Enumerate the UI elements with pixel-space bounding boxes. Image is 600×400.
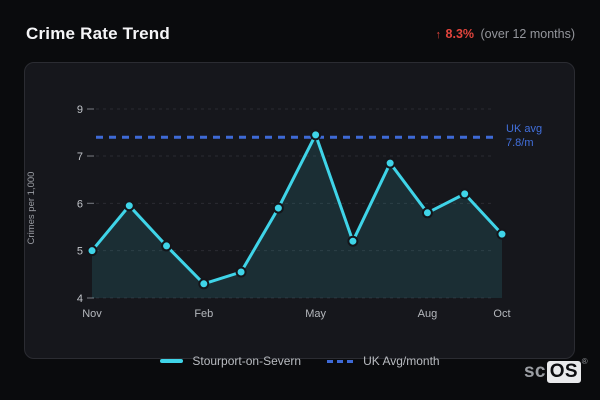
legend-label-ukavg: UK Avg/month: [363, 354, 440, 368]
trend-stat: ↑ 8.3% (over 12 months): [436, 27, 575, 41]
x-tick-label: Feb: [194, 308, 213, 320]
header: Crime Rate Trend ↑ 8.3% (over 12 months): [26, 24, 575, 48]
data-point-Feb[interactable]: [198, 278, 210, 290]
registered-mark-icon: ®: [581, 357, 588, 366]
x-tick-label: May: [305, 308, 326, 320]
y-tick-label: 6: [77, 198, 83, 210]
uk-avg-label-line1: UK avg: [506, 123, 543, 135]
line-chart: 9 7 6 5 4 Nov Feb May Aug Oct: [77, 104, 511, 320]
y-tick-label: 7: [77, 151, 83, 163]
y-axis-title: Crimes per 1,000: [26, 171, 37, 245]
chart-card: 9 7 6 5 4 Nov Feb May Aug Oct Crimes per 1,000 UK…: [24, 62, 575, 359]
logo-suffix: OS: [546, 361, 581, 383]
legend-label-stourport: Stourport-on-Severn: [192, 354, 302, 368]
data-point-Aug[interactable]: [421, 207, 433, 219]
data-point-Jul[interactable]: [384, 157, 396, 169]
logo-prefix: sc: [524, 361, 546, 382]
chart-legend: Stourport-on-Severn UK Avg/month: [0, 352, 600, 370]
page-title: Crime Rate Trend: [26, 24, 170, 43]
legend-item-stourport[interactable]: Stourport-on-Severn: [160, 354, 301, 368]
series-line: [90, 133, 504, 286]
data-point-Nov[interactable]: [86, 245, 98, 257]
y-tick-label: 5: [77, 246, 83, 258]
legend-item-ukavg[interactable]: UK Avg/month: [327, 354, 440, 368]
data-point-May[interactable]: [310, 129, 322, 141]
trend-up-icon: ↑: [435, 29, 442, 41]
trend-value: 8.3%: [445, 27, 475, 41]
uk-avg-label: UK avg 7.8/m: [506, 122, 542, 150]
trend-period: (over 12 months): [480, 27, 575, 41]
y-tick-label: 4: [77, 293, 83, 305]
data-point-Dec[interactable]: [123, 200, 135, 212]
y-tick-label: 9: [77, 104, 83, 116]
data-point-Oct[interactable]: [496, 228, 508, 240]
data-point-Apr[interactable]: [272, 202, 284, 214]
scos-logo: sc OS ®: [524, 357, 588, 383]
x-tick-label: Aug: [418, 308, 438, 320]
series-area: [92, 134, 502, 298]
x-tick-label: Oct: [493, 308, 510, 320]
data-point-Jun[interactable]: [347, 235, 359, 247]
data-point-Mar[interactable]: [235, 266, 247, 278]
solid-line-swatch-icon: [160, 359, 184, 363]
data-point-Sep[interactable]: [459, 188, 471, 200]
dashed-line-swatch-icon: [327, 359, 355, 363]
data-point-Jan[interactable]: [161, 240, 173, 252]
uk-avg-label-line2: 7.8/m: [506, 137, 534, 149]
x-tick-label: Nov: [82, 308, 102, 320]
